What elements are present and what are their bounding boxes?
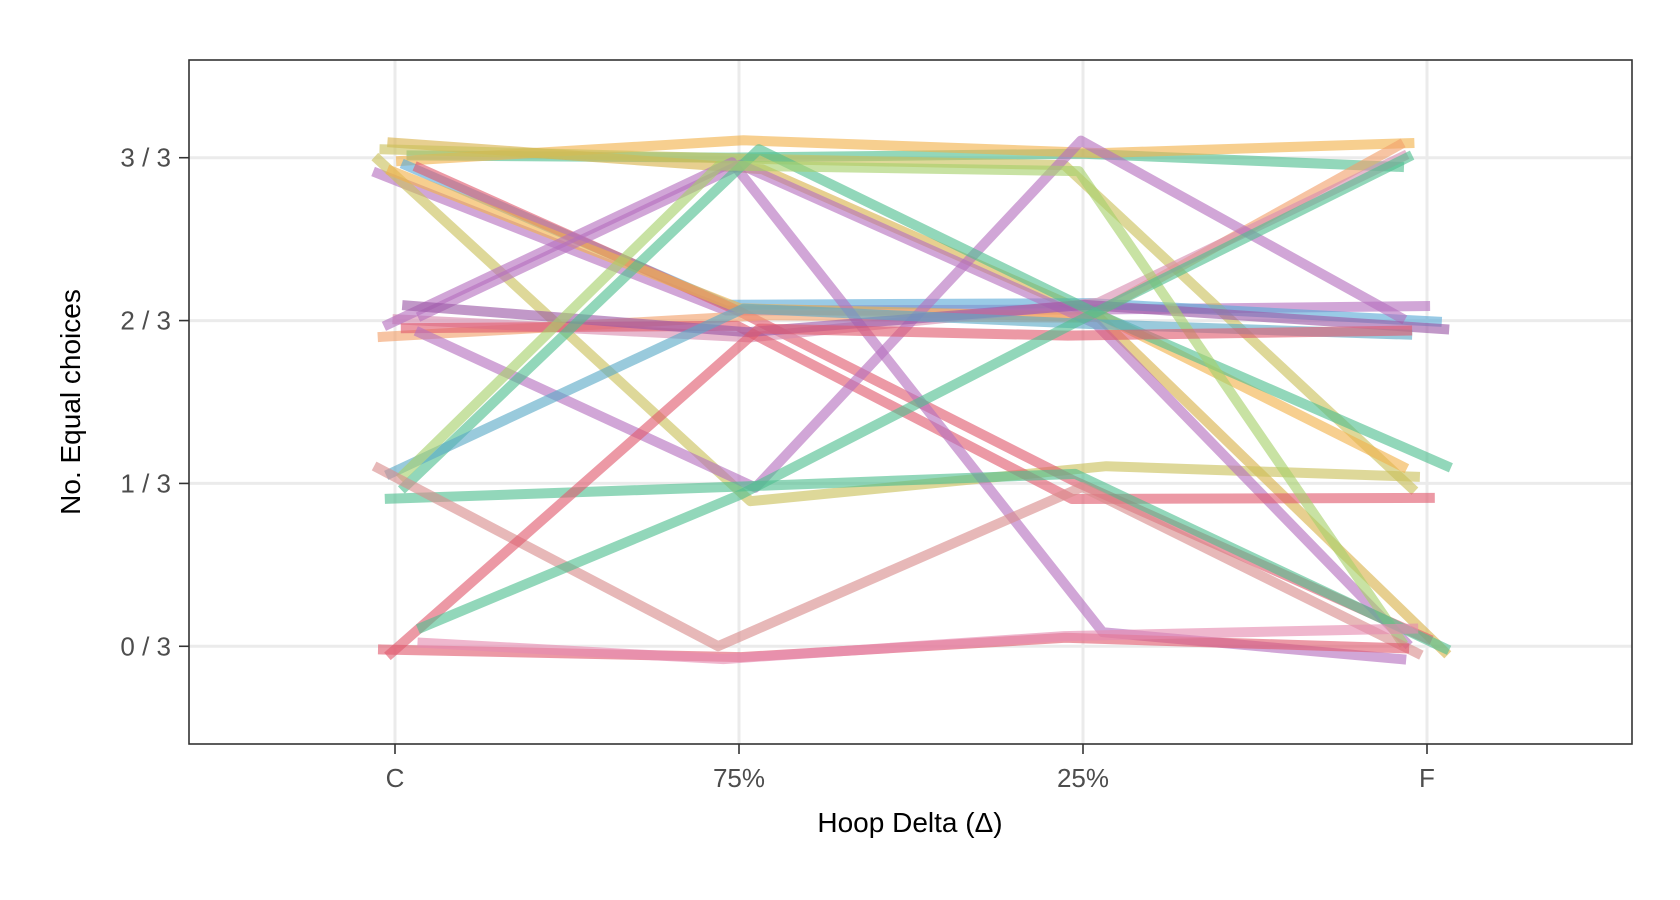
y-axis-title: No. Equal choices (55, 289, 86, 515)
x-tick-label: 75% (713, 763, 765, 793)
series-lines (371, 135, 1453, 665)
axes: C 75% 25% F 0 / 3 1 / 3 2 / 3 3 / 3 (120, 143, 1435, 793)
series-line (397, 144, 1453, 494)
series-line (415, 150, 1415, 634)
plot-border (188, 59, 1633, 745)
y-tick-label: 2 / 3 (120, 306, 171, 336)
x-tick-label: F (1419, 763, 1435, 793)
y-tick-label: 3 / 3 (120, 143, 171, 173)
x-tick-label: C (386, 763, 405, 793)
y-tick-label: 1 / 3 (120, 468, 171, 498)
series-line (417, 623, 1419, 665)
series-line (371, 461, 1424, 660)
series-line (384, 468, 1452, 655)
series-line (415, 159, 1413, 650)
x-axis-title: Hoop Delta (Δ) (817, 807, 1002, 838)
y-tick-label: 0 / 3 (120, 631, 171, 661)
x-tick-label: 25% (1057, 763, 1109, 793)
series-line (395, 160, 1408, 648)
series-line (384, 323, 1413, 661)
